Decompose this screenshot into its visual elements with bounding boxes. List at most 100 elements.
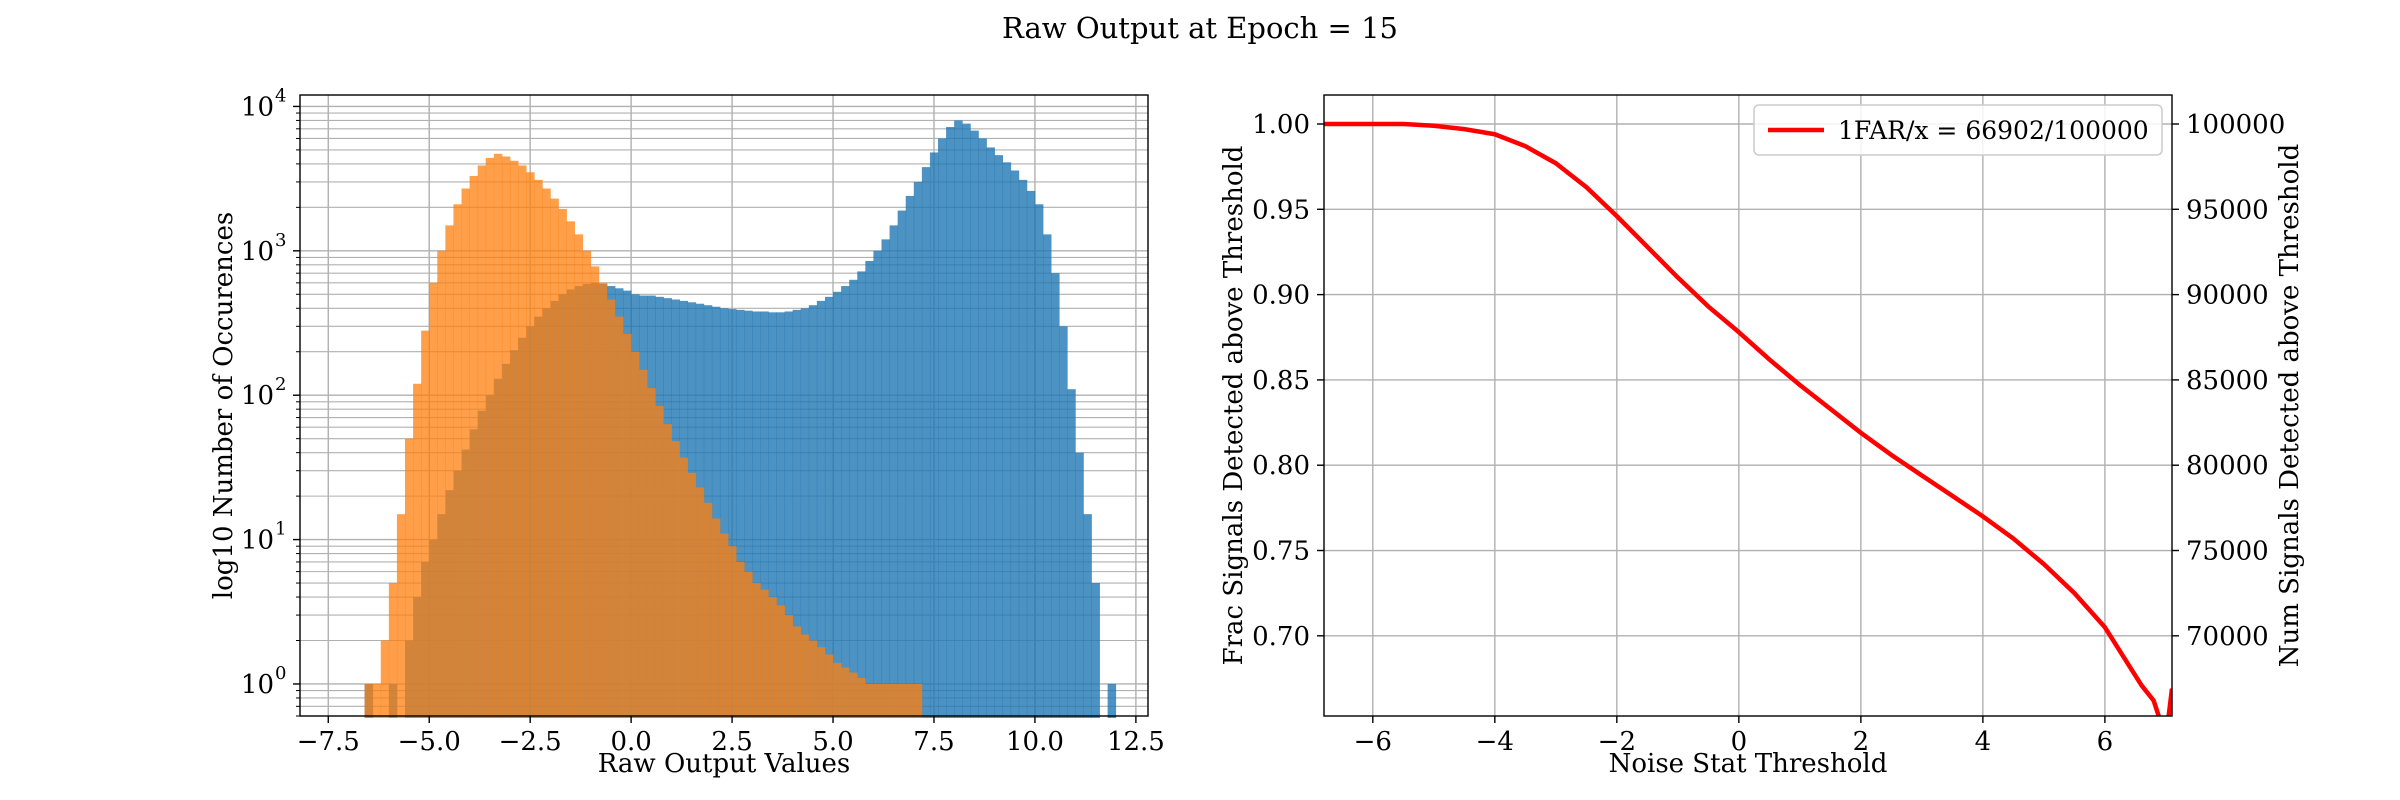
histogram-bar bbox=[905, 683, 915, 718]
histogram-bar bbox=[824, 296, 834, 718]
detection-curve-x-tick-label: −4 bbox=[1476, 727, 1514, 757]
detection-curve-y-tick-label: 0.75 bbox=[1252, 537, 1310, 567]
detection-curve-y-tick-label: 0.80 bbox=[1252, 451, 1310, 481]
histogram-bar bbox=[946, 127, 955, 718]
histogram-bar bbox=[614, 316, 624, 718]
histogram-bar bbox=[477, 165, 487, 718]
histogram-y-tick-exponent: 3 bbox=[275, 230, 286, 251]
detection-curve-y2-tick-label: 80000 bbox=[2186, 451, 2269, 481]
histogram-bar bbox=[526, 172, 535, 719]
histogram-x-axis-label: Raw Output Values bbox=[598, 749, 850, 779]
histogram-bar bbox=[413, 383, 422, 718]
histogram-bar bbox=[792, 626, 802, 718]
detection-curve-x-tick-label: 6 bbox=[2097, 727, 2114, 757]
histogram-bar bbox=[1075, 452, 1084, 718]
histogram-bar bbox=[534, 179, 543, 718]
histogram-bar bbox=[760, 311, 769, 718]
histogram-bar bbox=[816, 300, 826, 718]
histogram-bar bbox=[623, 334, 632, 718]
detection-curve-x-tick-label: −6 bbox=[1354, 727, 1392, 757]
detection-curve-x-axis-label: Noise Stat Threshold bbox=[1609, 749, 1888, 779]
histogram-bar bbox=[453, 204, 462, 718]
histogram-bar bbox=[501, 156, 511, 719]
histogram-bar bbox=[873, 683, 882, 718]
histogram-bar bbox=[728, 546, 737, 718]
histogram-bar bbox=[881, 239, 890, 718]
histogram-bar bbox=[905, 195, 915, 718]
histogram-bar bbox=[760, 589, 769, 718]
histogram-bar bbox=[469, 175, 479, 718]
histogram-x-tick-label: 2.5 bbox=[711, 727, 752, 757]
histogram-bar bbox=[1043, 234, 1052, 718]
histogram-bar bbox=[598, 282, 608, 718]
histogram-bar bbox=[639, 369, 648, 718]
histogram-bar bbox=[833, 291, 842, 718]
detection-curve-y-tick-label: 0.90 bbox=[1252, 281, 1310, 311]
histogram-bar bbox=[1018, 179, 1028, 718]
histogram-bar bbox=[744, 310, 753, 718]
histogram-bar bbox=[1034, 204, 1044, 718]
histogram-bar bbox=[671, 441, 680, 718]
histogram-bar bbox=[808, 305, 818, 718]
histogram-plot-frame bbox=[299, 94, 1149, 717]
detection-curve-x-tick-label: 0 bbox=[1731, 727, 1748, 757]
histogram-bar bbox=[800, 634, 810, 718]
histogram-bar bbox=[711, 518, 721, 718]
histogram-bar bbox=[921, 167, 931, 718]
histogram-bar bbox=[857, 677, 866, 718]
histogram-bar bbox=[865, 261, 874, 718]
histogram-x-ticks: −7.5 −5.0 −2.5 0.0 2.5 5.0 7.5 10.0 12.5 bbox=[297, 716, 1165, 757]
histogram-y-tick-exponent: 4 bbox=[275, 85, 286, 106]
histogram-bar bbox=[736, 309, 745, 718]
histogram-bar bbox=[938, 138, 947, 718]
detection-curve-y2-tick-label: 90000 bbox=[2186, 281, 2269, 311]
histogram-bar bbox=[655, 406, 664, 718]
histogram-bar bbox=[752, 311, 761, 718]
histogram-bar bbox=[784, 615, 794, 718]
histogram-bar bbox=[913, 181, 923, 718]
detection-curve-y-axis-label: Frac Signals Detected above Threshold bbox=[1219, 146, 1249, 666]
detection-curve-y-ticks: 0.70 0.75 0.80 0.85 0.90 0.95 1.00 bbox=[1252, 110, 1324, 652]
histogram-x-tick-label: −7.5 bbox=[297, 727, 360, 757]
histogram-bar bbox=[388, 583, 398, 718]
legend: 1FAR/x = 66902/100000 bbox=[1753, 104, 2163, 156]
detection-curve-x-ticks: −6 −4 −2 0 2 4 6 bbox=[1354, 716, 2114, 757]
histogram-bar bbox=[929, 152, 939, 718]
histogram-bar bbox=[687, 472, 697, 718]
histogram-bar bbox=[380, 640, 390, 718]
histogram-bar bbox=[978, 138, 987, 718]
detection-curve-grid bbox=[1324, 95, 2172, 716]
histogram-bar bbox=[841, 286, 850, 718]
histogram-bar bbox=[542, 188, 551, 718]
histogram-bar bbox=[606, 299, 616, 718]
histogram-bar bbox=[421, 330, 430, 718]
histogram-bar bbox=[1051, 273, 1060, 718]
histogram-bar bbox=[841, 667, 850, 718]
histogram-bar bbox=[1059, 326, 1068, 718]
histogram-y-tick-label: 10 bbox=[241, 381, 274, 411]
detection-curve-y-tick-label: 0.85 bbox=[1252, 366, 1310, 396]
detection-curve-panel: −6 −4 −2 0 2 4 6 0.700.750.800.850.900.951.00 … bbox=[1219, 94, 2305, 779]
histogram-bar bbox=[663, 424, 672, 718]
histogram-y-tick-label: 10 bbox=[241, 237, 274, 267]
histogram-bar bbox=[800, 308, 810, 718]
histogram-bar bbox=[728, 309, 737, 718]
histogram-bar bbox=[736, 561, 745, 718]
histogram-bar bbox=[574, 234, 584, 718]
histogram-bar bbox=[784, 311, 794, 718]
detection-curve-y2-ticks: 70000 75000 80000 85000 90000 95000 100000 bbox=[2172, 110, 2285, 652]
detection-curve-y2-tick-label: 75000 bbox=[2186, 537, 2269, 567]
histogram-y-tick-exponent: 0 bbox=[275, 663, 286, 684]
detection-curve-y2-tick-label: 95000 bbox=[2186, 195, 2269, 225]
histogram-bar bbox=[954, 120, 963, 719]
histogram-bar bbox=[1107, 683, 1117, 718]
histogram-bar bbox=[550, 198, 559, 718]
histogram-x-tick-label: 5.0 bbox=[812, 727, 853, 757]
histogram-y-tick-label: 10 bbox=[241, 526, 274, 556]
histogram-bar bbox=[404, 438, 414, 718]
histogram-bar bbox=[711, 306, 721, 718]
histogram-bar bbox=[776, 312, 785, 718]
detection-curve-x-tick-label: 4 bbox=[1975, 727, 1992, 757]
detection-curve-y-tick-label: 0.70 bbox=[1252, 622, 1310, 652]
